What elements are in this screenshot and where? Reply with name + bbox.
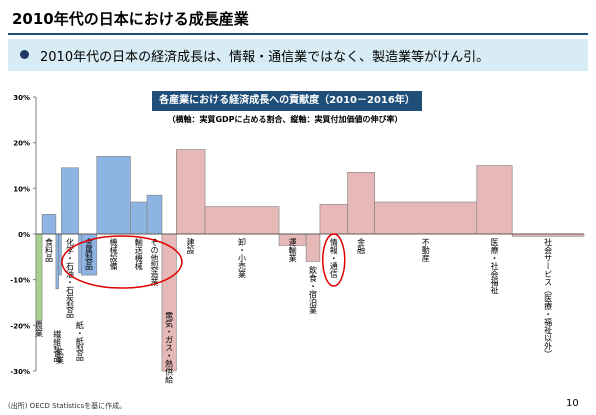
y-tick-label: -30% — [10, 368, 30, 376]
category-label: 卸・小売業 — [238, 237, 247, 279]
bar — [176, 149, 206, 235]
category-label: 不動産 — [421, 238, 430, 263]
bar — [347, 172, 375, 235]
bar — [305, 233, 321, 262]
bar — [130, 201, 148, 235]
source-note: (出所) OECD Statisticsを基に作成。 — [8, 402, 127, 410]
bar — [78, 233, 82, 274]
category-label: 医療・社会福祉 — [490, 238, 499, 295]
bar — [55, 233, 59, 290]
bar — [58, 233, 62, 276]
y-tick-label: -20% — [10, 322, 30, 330]
category-label: 情報・通信 — [329, 237, 338, 279]
bar — [204, 206, 280, 235]
category-label: 金属製品 — [85, 237, 94, 271]
bar — [146, 194, 163, 235]
highlight-ellipse-machinery — [61, 235, 183, 289]
category-label: 建設 — [186, 237, 195, 255]
summary-banner: 2010年代の日本の経済成長は、情報・通信業ではなく、製造業等がけん引。 — [8, 39, 588, 71]
category-label: 紙・紙製品 — [75, 320, 84, 362]
page-title: 2010年代の日本における成長産業 — [12, 10, 249, 28]
category-label: 鉱業 — [56, 347, 65, 365]
bar — [96, 156, 131, 235]
bar — [319, 204, 348, 235]
category-label: 運輸業 — [288, 238, 297, 263]
bar — [35, 233, 43, 322]
y-tick-label: 0% — [18, 231, 30, 239]
y-tick-label: -10% — [10, 277, 30, 285]
chart-subtitle: （横軸：実質GDPに占める割合、縦軸：実質付加価値の伸び率） — [167, 115, 403, 124]
bar — [61, 167, 79, 235]
category-label: 機械設備 — [109, 237, 118, 271]
banner-text: 2010年代の日本の経済成長は、情報・通信業ではなく、製造業等がけん引。 — [40, 50, 490, 65]
title-rule — [8, 33, 588, 35]
category-label: 食料品 — [44, 237, 53, 263]
category-label: その他製造業 — [150, 238, 159, 287]
category-label: 電気・ガス・熱供給 — [165, 312, 174, 385]
category-label: 飲食・宿泊業 — [309, 265, 318, 315]
bar — [476, 165, 513, 235]
y-tick-label: 20% — [13, 140, 30, 148]
highlight-ellipse-ict — [322, 233, 346, 287]
category-label: 化学・石油・石炭製品 — [65, 237, 74, 319]
y-tick-label: 30% — [13, 94, 30, 102]
bar — [374, 201, 478, 235]
category-label: 社会サービス（医療・福祉以外） — [544, 237, 553, 358]
bar — [41, 214, 57, 235]
category-label: 輸送機械 — [134, 237, 143, 271]
page-number: 10 — [566, 398, 579, 409]
chart-title: 各産業における経済成長への貢献度（2010－2016年） — [152, 91, 422, 111]
bullet-icon — [20, 50, 29, 59]
y-tick-label: 10% — [13, 185, 30, 193]
category-label: 農業 — [35, 320, 44, 338]
category-label: 繊維製品 — [53, 329, 62, 363]
category-label: 金融 — [357, 237, 366, 255]
